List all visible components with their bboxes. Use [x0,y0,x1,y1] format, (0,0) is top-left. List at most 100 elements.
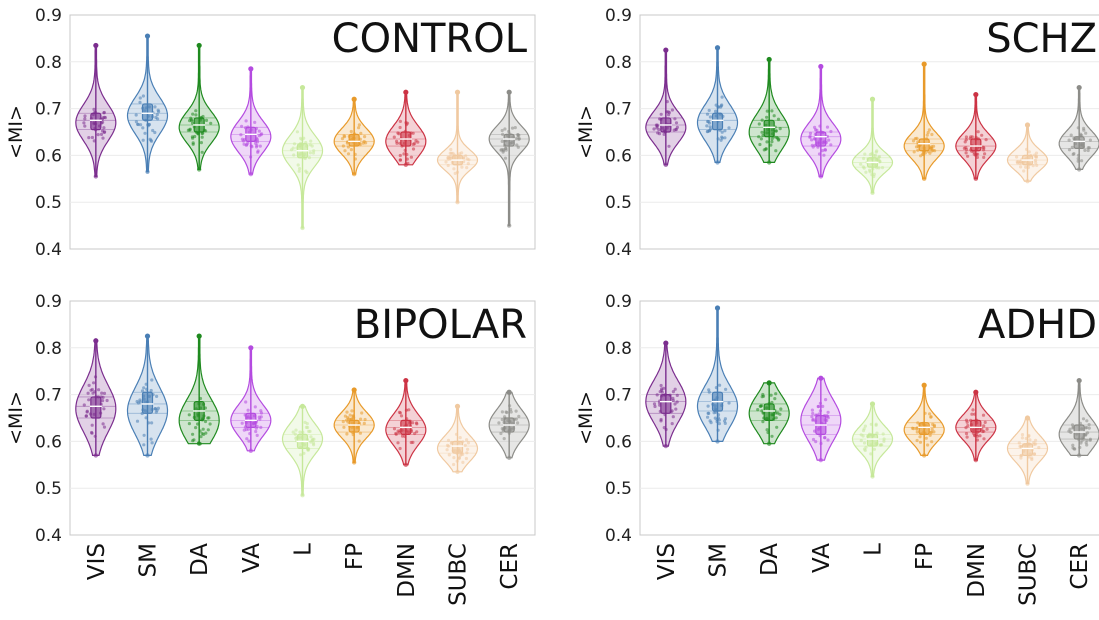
iqr-box [918,422,930,435]
data-point [90,423,94,427]
data-point [970,412,974,416]
violin-da [178,333,220,446]
data-point [105,398,109,403]
min-point [1025,178,1030,184]
x-tick-label: DMN [394,543,420,598]
min-point [145,169,150,174]
data-point [918,435,922,439]
data-point [513,126,517,130]
data-point [445,448,449,452]
data-point [1072,152,1076,156]
data-point [501,150,505,154]
data-point [765,115,769,119]
data-point [500,410,504,414]
violin-va [800,375,842,463]
y-tick-label: 0.9 [605,6,632,26]
data-point [411,147,416,151]
data-point [655,126,659,130]
panel-schz: 0.4 0.5 0.6 0.7 0.8 0.9 <MI> SCHZ [575,6,1099,260]
data-point [446,155,451,160]
data-point [826,410,830,414]
data-point [674,128,678,132]
data-point [340,137,345,141]
min-point [403,162,409,167]
data-point [931,148,935,152]
iqr-box [451,440,464,454]
data-point [346,145,350,149]
violin-sm [696,45,739,165]
data-point [915,136,919,140]
data-point [99,132,104,136]
data-point [708,125,712,129]
x-tick-label: SUBC [1016,543,1042,606]
data-point [254,141,258,145]
panel-title: ADHD [978,302,1097,348]
data-point [714,109,718,113]
data-point [810,138,814,142]
min-point [248,448,254,453]
iqr-box [1021,443,1034,457]
data-point [342,425,346,429]
data-point [101,422,105,426]
data-point [397,410,402,414]
data-point [191,141,195,145]
min-point [93,453,99,458]
data-point [1069,133,1073,137]
y-tick-label: 0.9 [35,6,62,26]
data-point [1081,417,1086,421]
data-point [134,113,138,117]
data-point [138,100,142,104]
data-point [446,163,450,168]
violin-subc [1006,415,1049,486]
data-point [1082,128,1086,132]
data-point [811,437,816,442]
data-point [465,166,469,170]
data-point [155,113,159,117]
data-point [102,126,106,130]
data-point [808,131,813,135]
data-point [1086,148,1090,153]
data-point [911,139,916,143]
max-point [818,375,824,381]
data-point [774,416,778,420]
data-point [457,456,461,461]
data-point [292,142,297,146]
data-point [303,420,307,424]
data-point [102,425,107,429]
data-point [667,144,671,148]
data-point [707,108,711,112]
data-point [868,170,872,174]
violin-cer [488,389,530,460]
panel-title: CONTROL [332,16,528,62]
data-point [971,408,975,412]
data-point [398,446,402,451]
data-point [516,133,520,137]
max-point [869,96,876,102]
y-tick-label: 0.4 [35,240,62,260]
data-point [770,400,774,405]
data-point [708,419,712,423]
data-point [510,126,515,130]
data-point [196,422,200,426]
data-point [517,414,521,418]
data-point [151,128,155,133]
data-point [466,441,470,445]
data-point [760,130,764,134]
iqr-box [503,133,515,147]
data-point [984,138,988,142]
data-point [157,110,161,114]
plot-frame [69,14,536,250]
data-point [345,432,349,436]
data-point [670,422,674,426]
y-tick-label: 0.7 [605,386,632,406]
data-point [1020,436,1024,440]
data-point [770,109,774,113]
iqr-box [918,138,930,152]
data-point [982,155,986,159]
data-point [1080,439,1084,443]
data-point [723,129,727,133]
data-point [717,418,721,422]
data-point [875,149,879,153]
plot-frame [639,300,1099,536]
